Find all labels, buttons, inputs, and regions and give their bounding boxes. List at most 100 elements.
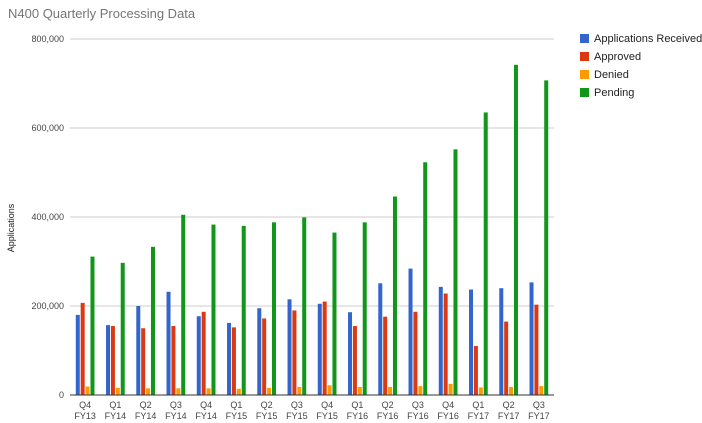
bar <box>110 326 115 395</box>
bar <box>271 222 276 395</box>
bar <box>171 326 176 395</box>
bar <box>231 327 236 395</box>
bar <box>348 312 353 395</box>
grid-lines <box>70 38 554 307</box>
x-tick-label: Q2 FY17 <box>498 400 520 421</box>
legend-item: Applications Received <box>580 33 702 45</box>
bar <box>448 383 453 395</box>
bar <box>241 225 246 395</box>
bar <box>513 64 518 395</box>
bar <box>115 387 120 395</box>
legend-label: Applications Received <box>594 33 702 45</box>
bar <box>469 289 474 395</box>
legend-label: Pending <box>594 87 634 99</box>
legend-item: Pending <box>580 87 634 99</box>
x-tick-label: Q1 FY14 <box>105 400 127 421</box>
series-denied <box>85 383 544 395</box>
bar <box>90 256 95 395</box>
legend-item: Approved <box>580 51 641 63</box>
bar <box>357 386 362 395</box>
x-tick-label: Q3 FY14 <box>165 400 187 421</box>
series-approved <box>80 293 539 395</box>
bar <box>534 304 539 395</box>
x-tick-label: Q4 FY14 <box>195 400 217 421</box>
x-tick-label: Q3 FY15 <box>286 400 308 421</box>
bar <box>120 262 125 395</box>
bar <box>539 386 544 395</box>
bar <box>262 318 267 395</box>
legend-item: Denied <box>580 69 629 81</box>
y-axis-label: Applications <box>6 203 16 252</box>
x-tick-label: Q2 FY14 <box>135 400 157 421</box>
x-tick-label: Q3 FY17 <box>528 400 550 421</box>
bar <box>438 286 443 395</box>
bar <box>483 112 488 396</box>
bar <box>504 321 509 395</box>
bar <box>227 322 232 395</box>
bar <box>150 246 155 395</box>
bar <box>136 306 141 395</box>
bar <box>166 291 171 395</box>
bar <box>383 316 388 395</box>
bar <box>257 308 262 395</box>
bar <box>181 214 186 395</box>
bar <box>509 386 514 395</box>
bar <box>141 328 146 395</box>
bar <box>211 224 216 395</box>
bar <box>322 301 327 395</box>
bar <box>80 302 85 395</box>
legend: Applications Received Approved Denied Pendi… <box>580 33 702 99</box>
x-tick-label: Q1 FY16 <box>347 400 369 421</box>
series-pending <box>90 64 549 396</box>
bar <box>388 386 393 395</box>
legend-swatch <box>580 88 589 97</box>
bar <box>287 299 292 395</box>
bar <box>146 388 151 395</box>
y-axis-ticks: 0 200,000 400,000 600,000 800,000 <box>31 34 64 400</box>
x-tick-label: Q3 FY16 <box>407 400 429 421</box>
bar <box>236 388 241 395</box>
bar <box>106 325 111 395</box>
bar <box>544 80 549 395</box>
y-tick-label: 0 <box>59 390 64 400</box>
y-tick-label: 400,000 <box>31 212 64 222</box>
x-tick-label: Q2 FY16 <box>377 400 399 421</box>
x-tick-label: Q1 FY17 <box>468 400 490 421</box>
bar <box>302 217 307 395</box>
bar <box>267 387 272 395</box>
bar <box>327 385 332 395</box>
bar <box>196 316 201 395</box>
chart-title: N400 Quarterly Processing Data <box>8 6 196 21</box>
bar <box>332 232 337 395</box>
y-tick-label: 800,000 <box>31 34 64 44</box>
bar <box>201 311 206 395</box>
legend-swatch <box>580 34 589 43</box>
bar <box>206 388 211 395</box>
bar <box>443 293 448 395</box>
x-tick-label: Q4 FY16 <box>437 400 459 421</box>
y-tick-label: 600,000 <box>31 123 64 133</box>
bar <box>478 387 483 395</box>
legend-label: Denied <box>594 69 629 81</box>
bar <box>176 388 181 395</box>
y-tick-label: 200,000 <box>31 301 64 311</box>
x-tick-label: Q2 FY15 <box>256 400 278 421</box>
bar <box>292 310 297 395</box>
x-tick-label: Q4 FY13 <box>74 400 96 421</box>
bar <box>499 288 504 395</box>
bar <box>473 346 478 395</box>
bar <box>378 283 383 395</box>
bar <box>317 303 322 395</box>
bar <box>352 326 357 395</box>
x-tick-label: Q1 FY15 <box>226 400 248 421</box>
bar <box>529 282 534 395</box>
legend-label: Approved <box>594 51 641 63</box>
bar <box>423 162 428 395</box>
bar <box>297 386 302 395</box>
x-tick-label: Q4 FY15 <box>316 400 338 421</box>
bar <box>413 311 418 395</box>
bars <box>75 64 549 396</box>
legend-swatch <box>580 70 589 79</box>
bar <box>85 386 90 395</box>
